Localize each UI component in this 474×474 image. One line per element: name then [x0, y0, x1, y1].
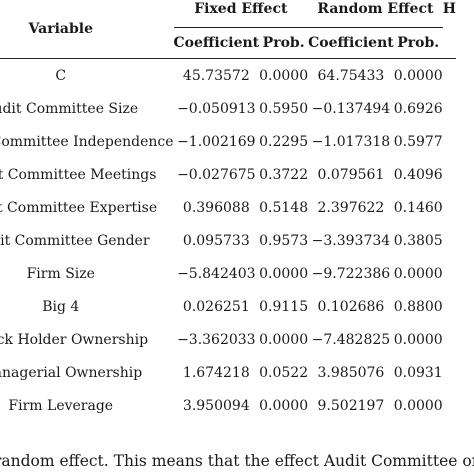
random-prob: 0.4096 [393, 166, 443, 183]
fixed-effect-header: Fixed Effect [173, 0, 309, 28]
random-prob: 0.0931 [393, 364, 443, 381]
fixed-coefficient: 0.095733 [182, 232, 250, 249]
table-row: Audit Committee Size −0.050913 0.5950 −0… [0, 92, 456, 125]
random-coefficient: 0.079561 [317, 166, 385, 183]
fixed-prob: 0.2295 [259, 133, 309, 150]
fixed-prob: 0.0522 [259, 364, 309, 381]
table-row: Audit Committee Expertise 0.396088 0.514… [0, 191, 456, 224]
random-coefficient: 0.102686 [317, 298, 385, 315]
fixed-coefficient: 45.73572 [173, 58, 260, 92]
random-coefficient: 9.502197 [317, 397, 385, 414]
variable-name: Managerial Ownership [0, 364, 143, 381]
fixed-prob: 0.0000 [259, 331, 309, 348]
table-row: Big 4 0.026251 0.9115 0.102686 0.8800 [0, 290, 456, 323]
random-effect-header: Random Effect [308, 0, 443, 28]
table-row: Managerial Ownership 1.674218 0.0522 3.9… [0, 356, 456, 389]
variable-name: Big 4 [42, 298, 80, 315]
variable-name: Audit Committee Size [0, 100, 139, 117]
fixed-prob: 0.9573 [259, 232, 309, 249]
fixed-prob: 0.0000 [259, 58, 309, 92]
random-coefficient-header: Coefficient [308, 35, 394, 51]
fixed-coefficient: 0.026251 [182, 298, 250, 315]
random-prob-header: Prob. [397, 35, 440, 51]
table-row: Firm Size −5.842403 0.0000 −9.722386 0.0… [0, 257, 456, 290]
variable-name: Audit Committee Meetings [0, 166, 157, 183]
fixed-prob: 0.5148 [259, 199, 309, 216]
table-row: Audit Committee Gender 0.095733 0.9573 −… [0, 224, 456, 257]
random-coefficient: 2.397622 [317, 199, 385, 216]
variable-name: Audit Committee Independence [0, 133, 174, 150]
regression-results-table: Variable Fixed Effect Random Effect H Co… [0, 0, 456, 422]
fixed-coefficient-header: Coefficient [173, 35, 260, 51]
table-row: Audit Committee Independence −1.002169 0… [0, 125, 456, 158]
random-prob: 0.1460 [393, 199, 443, 216]
body-text: random effect. This means that the effec… [0, 452, 474, 470]
random-coefficient: 3.985076 [317, 364, 385, 381]
table-row: Audit Committee Meetings −0.027675 0.372… [0, 158, 456, 191]
fixed-prob: 0.0000 [259, 265, 309, 282]
random-prob: 0.0000 [393, 397, 443, 414]
random-prob: 0.5977 [393, 133, 443, 150]
random-prob: 0.6926 [393, 100, 443, 117]
table-row: C 45.73572 0.0000 64.75433 0.0000 [0, 58, 456, 92]
variable-name: Block Holder Ownership [0, 331, 149, 348]
fixed-coefficient: −1.002169 [177, 133, 256, 150]
random-coefficient: −1.017318 [311, 133, 391, 150]
fixed-coefficient: −0.027675 [177, 166, 256, 183]
fixed-coefficient: 0.396088 [182, 199, 250, 216]
random-prob: 0.0000 [393, 58, 443, 92]
fixed-coefficient: 3.950094 [182, 397, 250, 414]
fixed-prob: 0.0000 [259, 397, 309, 414]
variable-header: Variable [28, 21, 93, 37]
fixed-prob: 0.5950 [259, 100, 309, 117]
fixed-coefficient: −3.362033 [177, 331, 256, 348]
body-text-line: random effect. This means that the effec… [0, 450, 474, 474]
random-coefficient: −3.393734 [311, 232, 391, 249]
random-coefficient: 64.75433 [308, 58, 394, 92]
random-coefficient: −7.482825 [311, 331, 391, 348]
random-prob: 0.0000 [393, 265, 443, 282]
table-row: Block Holder Ownership −3.362033 0.0000 … [0, 323, 456, 356]
random-prob: 0.8800 [393, 298, 443, 315]
results-table-region: Variable Fixed Effect Random Effect H Co… [0, 0, 456, 422]
variable-name: C [0, 58, 174, 92]
fixed-coefficient: −0.050913 [177, 100, 256, 117]
variable-name: Firm Size [26, 265, 95, 282]
random-coefficient: −9.722386 [311, 265, 391, 282]
fixed-coefficient: 1.674218 [182, 364, 250, 381]
variable-name: Audit Committee Gender [0, 232, 150, 249]
random-prob: 0.3805 [393, 232, 443, 249]
variable-name: Audit Committee Expertise [0, 199, 158, 216]
fixed-prob-header: Prob. [262, 35, 305, 51]
fixed-prob: 0.3722 [259, 166, 309, 183]
hausman-header-partial: H [442, 1, 456, 17]
variable-name: Firm Leverage [8, 397, 114, 414]
random-prob: 0.0000 [393, 331, 443, 348]
random-coefficient: −0.137494 [311, 100, 391, 117]
fixed-prob: 0.9115 [259, 298, 309, 315]
fixed-coefficient: −5.842403 [177, 265, 256, 282]
table-row: Firm Leverage 3.950094 0.0000 9.502197 0… [0, 389, 456, 422]
